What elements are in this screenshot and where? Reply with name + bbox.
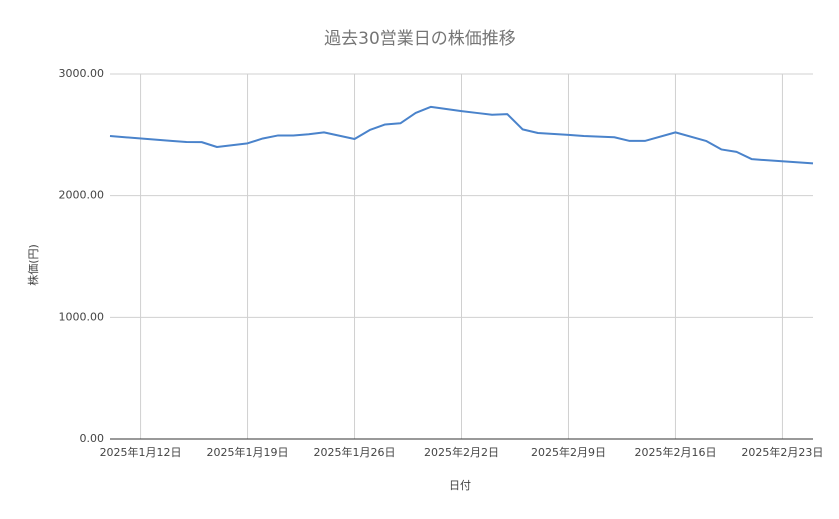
x-tick-label: 2025年2月23日 (741, 445, 823, 459)
y-tick-label: 0.00 (80, 432, 105, 445)
y-axis-label: 株価(円) (26, 244, 40, 286)
y-tick-label: 1000.00 (59, 310, 105, 323)
x-tick-label: 2025年1月12日 (100, 445, 182, 459)
x-tick-label: 2025年1月26日 (314, 445, 396, 459)
x-tick-label: 2025年2月2日 (424, 445, 499, 459)
x-tick-label: 2025年2月9日 (531, 445, 606, 459)
y-tick-label: 3000.00 (59, 67, 105, 80)
x-tick-label: 2025年1月19日 (207, 445, 289, 459)
x-axis-label: 日付 (449, 479, 471, 492)
y-tick-label: 2000.00 (59, 189, 105, 202)
chart-title: 過去30営業日の株価推移 (324, 29, 516, 49)
line-series (109, 105, 814, 165)
x-tick-label: 2025年2月16日 (634, 445, 716, 459)
